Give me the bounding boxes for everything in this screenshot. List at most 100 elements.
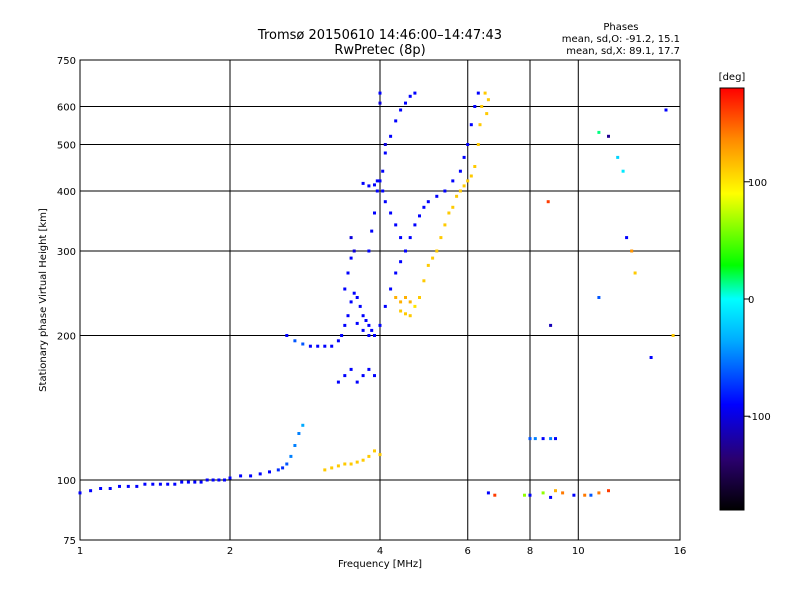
- x-tick-label: 8: [527, 546, 533, 557]
- y-tick-label: 750: [57, 56, 76, 67]
- data-point: [166, 482, 170, 486]
- data-point: [323, 344, 327, 348]
- data-point: [597, 491, 601, 495]
- data-points: [78, 91, 675, 499]
- data-point: [193, 480, 197, 484]
- y-tick-label: 400: [57, 187, 76, 198]
- y-tick-label: 300: [57, 247, 76, 258]
- data-point: [367, 184, 371, 188]
- data-point: [367, 367, 371, 371]
- data-point: [293, 444, 297, 447]
- colorbar-tick-label: 0: [748, 295, 754, 306]
- data-point: [549, 495, 553, 499]
- data-point: [364, 319, 368, 322]
- data-point: [422, 205, 426, 209]
- data-point: [394, 296, 398, 299]
- data-point: [451, 205, 455, 209]
- data-point: [375, 189, 379, 193]
- data-point: [340, 334, 344, 337]
- data-point: [281, 466, 285, 470]
- data-point: [378, 101, 382, 105]
- data-point: [389, 211, 393, 215]
- data-point: [173, 482, 177, 486]
- data-point: [458, 169, 462, 173]
- phases-title: Phases: [603, 22, 639, 33]
- data-point: [408, 236, 412, 240]
- data-point: [554, 437, 557, 441]
- data-point: [217, 478, 221, 482]
- data-point: [554, 489, 557, 493]
- data-point: [523, 493, 526, 497]
- data-point: [367, 454, 371, 458]
- data-point: [404, 312, 407, 316]
- x-tick-label: 2: [227, 546, 233, 557]
- data-point: [418, 214, 421, 218]
- chart-subtitle: RwPretec (8p): [334, 43, 426, 58]
- data-point: [370, 229, 374, 233]
- data-point: [349, 300, 353, 304]
- data-point: [381, 169, 385, 173]
- data-point: [549, 437, 553, 441]
- data-point: [546, 200, 550, 204]
- data-point: [352, 291, 356, 295]
- data-point: [367, 323, 371, 327]
- data-point: [355, 380, 359, 384]
- data-point: [572, 493, 576, 497]
- data-point: [361, 181, 365, 185]
- data-point: [413, 304, 417, 308]
- data-point: [541, 491, 545, 495]
- data-point: [249, 474, 253, 478]
- data-point: [447, 211, 451, 215]
- data-point: [478, 123, 482, 127]
- colorbar-tick-label: -100: [748, 412, 771, 423]
- colorbar: [deg] 100 0 -100: [719, 72, 771, 511]
- data-point: [469, 174, 473, 178]
- data-point: [361, 328, 365, 332]
- data-point: [349, 367, 353, 371]
- data-point: [462, 155, 466, 159]
- colorbar-ticks: 100 0 -100: [744, 178, 771, 423]
- x-tick-label: 6: [465, 546, 471, 557]
- data-point: [469, 123, 473, 127]
- data-point: [343, 287, 347, 291]
- data-point: [336, 380, 340, 384]
- y-axis-ticks: 75 100 200 300 400 500 600 750: [57, 56, 76, 547]
- data-point: [607, 489, 610, 493]
- data-point: [223, 478, 226, 482]
- data-point: [361, 458, 365, 462]
- phases-box: Phases mean, sd,O: -91.2, 15.1 mean, sd,…: [562, 22, 680, 58]
- data-point: [413, 223, 417, 227]
- y-tick-label: 75: [63, 536, 76, 547]
- data-point: [378, 179, 382, 183]
- data-point: [180, 480, 184, 484]
- data-point: [399, 300, 403, 304]
- data-point: [413, 91, 417, 95]
- data-point: [455, 194, 459, 198]
- data-point: [473, 165, 477, 168]
- y-tick-label: 200: [57, 332, 76, 343]
- data-point: [289, 454, 293, 458]
- data-point: [528, 437, 532, 441]
- data-point: [373, 211, 376, 215]
- y-axis-label: Stationary phase Virtual Height [km]: [38, 208, 49, 392]
- data-point: [607, 134, 610, 138]
- data-point: [394, 271, 398, 275]
- data-point: [211, 478, 215, 482]
- data-point: [418, 296, 421, 299]
- data-point: [276, 468, 280, 472]
- y-tick-label: 100: [57, 476, 76, 487]
- data-point: [239, 474, 243, 478]
- data-point: [228, 476, 232, 480]
- data-point: [383, 200, 387, 204]
- data-point: [378, 323, 382, 327]
- data-point: [78, 491, 82, 495]
- data-point: [346, 314, 350, 318]
- colorbar-label: [deg]: [719, 72, 746, 83]
- data-point: [443, 189, 447, 193]
- data-point: [408, 300, 412, 304]
- data-point: [616, 155, 620, 159]
- data-point: [533, 437, 537, 441]
- data-point: [381, 189, 385, 193]
- data-point: [378, 91, 382, 95]
- data-point: [343, 374, 347, 378]
